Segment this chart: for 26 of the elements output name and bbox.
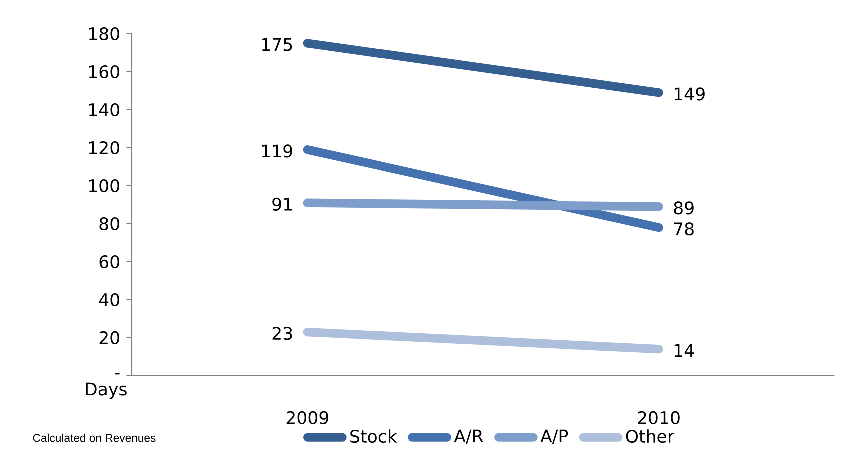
y-tick-label: 120 — [89, 141, 120, 155]
legend-label: Stock — [350, 430, 398, 444]
data-label: 91 — [272, 198, 292, 211]
y-tick-label: - — [115, 373, 120, 375]
data-label: 89 — [674, 202, 694, 215]
x-tick-label: 2010 — [638, 411, 680, 424]
legend-label: Other — [626, 430, 675, 444]
legend-label: A/R — [454, 430, 484, 444]
legend-label: A/P — [540, 430, 568, 444]
text: Calculated on Revenues — [33, 434, 156, 442]
y-axis-title: Days — [86, 382, 127, 400]
data-label: 78 — [674, 222, 694, 236]
x-tick-label: 2009 — [286, 411, 328, 424]
data-label: 23 — [272, 327, 292, 340]
y-tick-label: 160 — [89, 65, 120, 79]
y-tick-label: 60 — [100, 255, 120, 269]
y-tick-label: 100 — [89, 179, 120, 193]
data-label: 119 — [262, 144, 292, 158]
y-tick-label: 80 — [100, 217, 120, 231]
data-label: 14 — [674, 344, 694, 358]
data-label: 149 — [674, 88, 705, 101]
y-tick-label: 180 — [89, 27, 120, 41]
y-tick-label: 140 — [89, 103, 120, 117]
y-tick-label: 40 — [99, 293, 120, 307]
y-tick-label: 20 — [100, 331, 120, 345]
data-label: 175 — [262, 38, 292, 52]
